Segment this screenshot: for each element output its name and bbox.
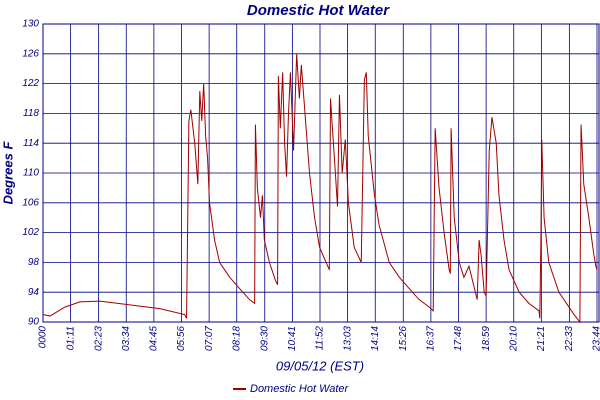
x-axis-label: 09/05/12 (EST): [276, 358, 364, 373]
y-tick-label: 98: [28, 257, 40, 268]
x-tick-label: 01:11: [65, 326, 76, 350]
x-tick-label: 04:45: [149, 326, 160, 351]
y-tick-label: 122: [22, 78, 39, 89]
x-tick-label: 23:44: [592, 326, 600, 352]
x-tick-label: 13:03: [342, 326, 353, 351]
chart-title: Domestic Hot Water: [247, 2, 390, 19]
x-tick-label: 22:33: [564, 326, 575, 352]
y-tick-label: 90: [28, 317, 40, 328]
x-tick-label: 17:48: [453, 326, 464, 351]
y-tick-label: 126: [22, 48, 39, 59]
x-tick-label: 0000: [38, 326, 49, 349]
y-tick-label: 114: [23, 138, 39, 149]
x-tick-label: 15:26: [398, 326, 409, 351]
x-tick-label: 09:30: [259, 326, 270, 351]
y-tick-label: 94: [28, 287, 40, 298]
x-tick-label: 14:14: [370, 326, 381, 351]
data-line: [42, 53, 598, 324]
x-tick-label: 03:34: [121, 326, 132, 351]
x-tick-label: 18:59: [481, 326, 492, 351]
x-tick-label: 16:37: [426, 326, 437, 351]
y-axis-label: Degrees F: [0, 141, 15, 205]
y-tick-label: 106: [22, 197, 39, 208]
x-tick-label: 10:41: [287, 326, 298, 351]
x-tick-label: 05:56: [176, 326, 187, 351]
x-tick-label: 08:18: [231, 326, 242, 351]
y-tick-label: 110: [23, 168, 39, 179]
y-tick-label: 130: [22, 19, 39, 30]
x-tick-label: 02:23: [93, 326, 104, 351]
x-tick-label: 07:07: [204, 326, 215, 351]
y-tick-label: 118: [23, 108, 39, 119]
y-tick-label: 102: [22, 227, 39, 238]
x-tick-label: 11:52: [315, 326, 326, 351]
x-tick-label: 20:10: [508, 326, 519, 352]
x-tick-label: 21:21: [536, 326, 547, 352]
legend-label: Domestic Hot Water: [250, 383, 350, 395]
